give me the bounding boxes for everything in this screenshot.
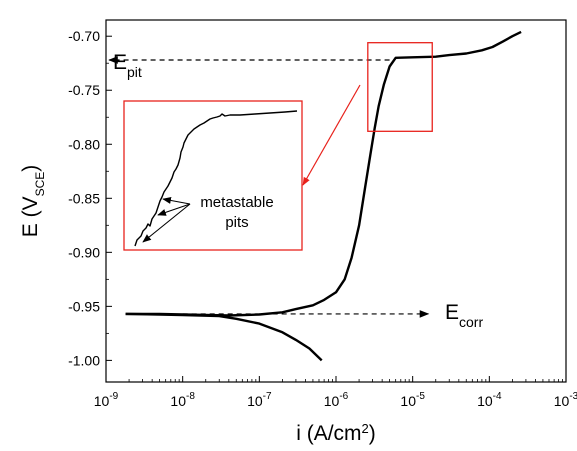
y-tick-label: -0.95	[68, 298, 100, 314]
pit-arrow-2	[157, 203, 191, 216]
y-axis-title: E (VSCE)	[19, 165, 47, 238]
y-tick-label: -0.90	[68, 244, 100, 260]
inset: metastable pits	[123, 100, 303, 251]
x-tick-label: 10-9	[94, 391, 119, 409]
inset-frame	[123, 100, 303, 251]
x-axis: 10-9 10-8 10-7 10-6 10-5 10-4 10-3	[94, 376, 577, 409]
x-tick-label: 10-3	[554, 391, 577, 409]
x-tick-label: 10-4	[477, 391, 502, 409]
pits-label: pits	[225, 214, 248, 231]
x-tick-label: 10-7	[247, 391, 272, 409]
series-line-2	[125, 312, 323, 362]
x-tick-label: 10-6	[324, 391, 349, 409]
y-tick-label: -0.85	[68, 190, 100, 206]
x-tick-label: 10-8	[170, 391, 195, 409]
e-pit-label: Epit	[113, 51, 142, 80]
y-tick-label: -1.00	[68, 352, 100, 368]
series-layer	[125, 30, 522, 362]
zoom-region-box	[367, 42, 433, 132]
e-corr-label: Ecorr	[445, 301, 483, 330]
x-tick-label: 10-5	[400, 391, 425, 409]
x-axis-title: i (A/cm2)	[296, 421, 376, 446]
y-tick-label: -0.70	[68, 28, 100, 44]
y-tick-label: -0.75	[68, 82, 100, 98]
zoom-connector-arrow	[302, 84, 361, 186]
inset-curve	[134, 110, 298, 247]
pit-arrow-3	[142, 203, 191, 243]
metastable-label: metastable	[200, 194, 273, 211]
series-line-1	[125, 30, 522, 317]
y-axis: -1.00 -0.95 -0.90 -0.85 -0.80 -0.75 -0.70	[68, 28, 112, 368]
y-tick-label: -0.80	[68, 136, 100, 152]
pit-arrow-1	[162, 196, 191, 205]
